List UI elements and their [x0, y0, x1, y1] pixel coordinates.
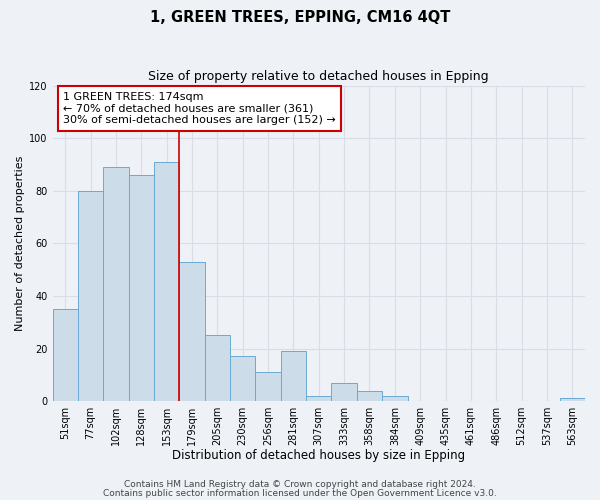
Bar [256, 372, 281, 401]
Text: Contains HM Land Registry data © Crown copyright and database right 2024.: Contains HM Land Registry data © Crown c… [124, 480, 476, 489]
Bar [357, 390, 382, 401]
Bar [103, 167, 128, 401]
X-axis label: Distribution of detached houses by size in Epping: Distribution of detached houses by size … [172, 450, 466, 462]
Title: Size of property relative to detached houses in Epping: Size of property relative to detached ho… [148, 70, 489, 83]
Bar [382, 396, 407, 401]
Bar [154, 162, 179, 401]
Y-axis label: Number of detached properties: Number of detached properties [15, 156, 25, 331]
Bar [128, 175, 154, 401]
Bar [179, 262, 205, 401]
Text: 1 GREEN TREES: 174sqm
← 70% of detached houses are smaller (361)
30% of semi-det: 1 GREEN TREES: 174sqm ← 70% of detached … [63, 92, 336, 125]
Bar [281, 351, 306, 401]
Bar [78, 190, 103, 401]
Bar [306, 396, 331, 401]
Bar [331, 382, 357, 401]
Text: 1, GREEN TREES, EPPING, CM16 4QT: 1, GREEN TREES, EPPING, CM16 4QT [150, 10, 450, 25]
Bar [53, 309, 78, 401]
Bar [560, 398, 585, 401]
Bar [230, 356, 256, 401]
Text: Contains public sector information licensed under the Open Government Licence v3: Contains public sector information licen… [103, 488, 497, 498]
Bar [205, 336, 230, 401]
